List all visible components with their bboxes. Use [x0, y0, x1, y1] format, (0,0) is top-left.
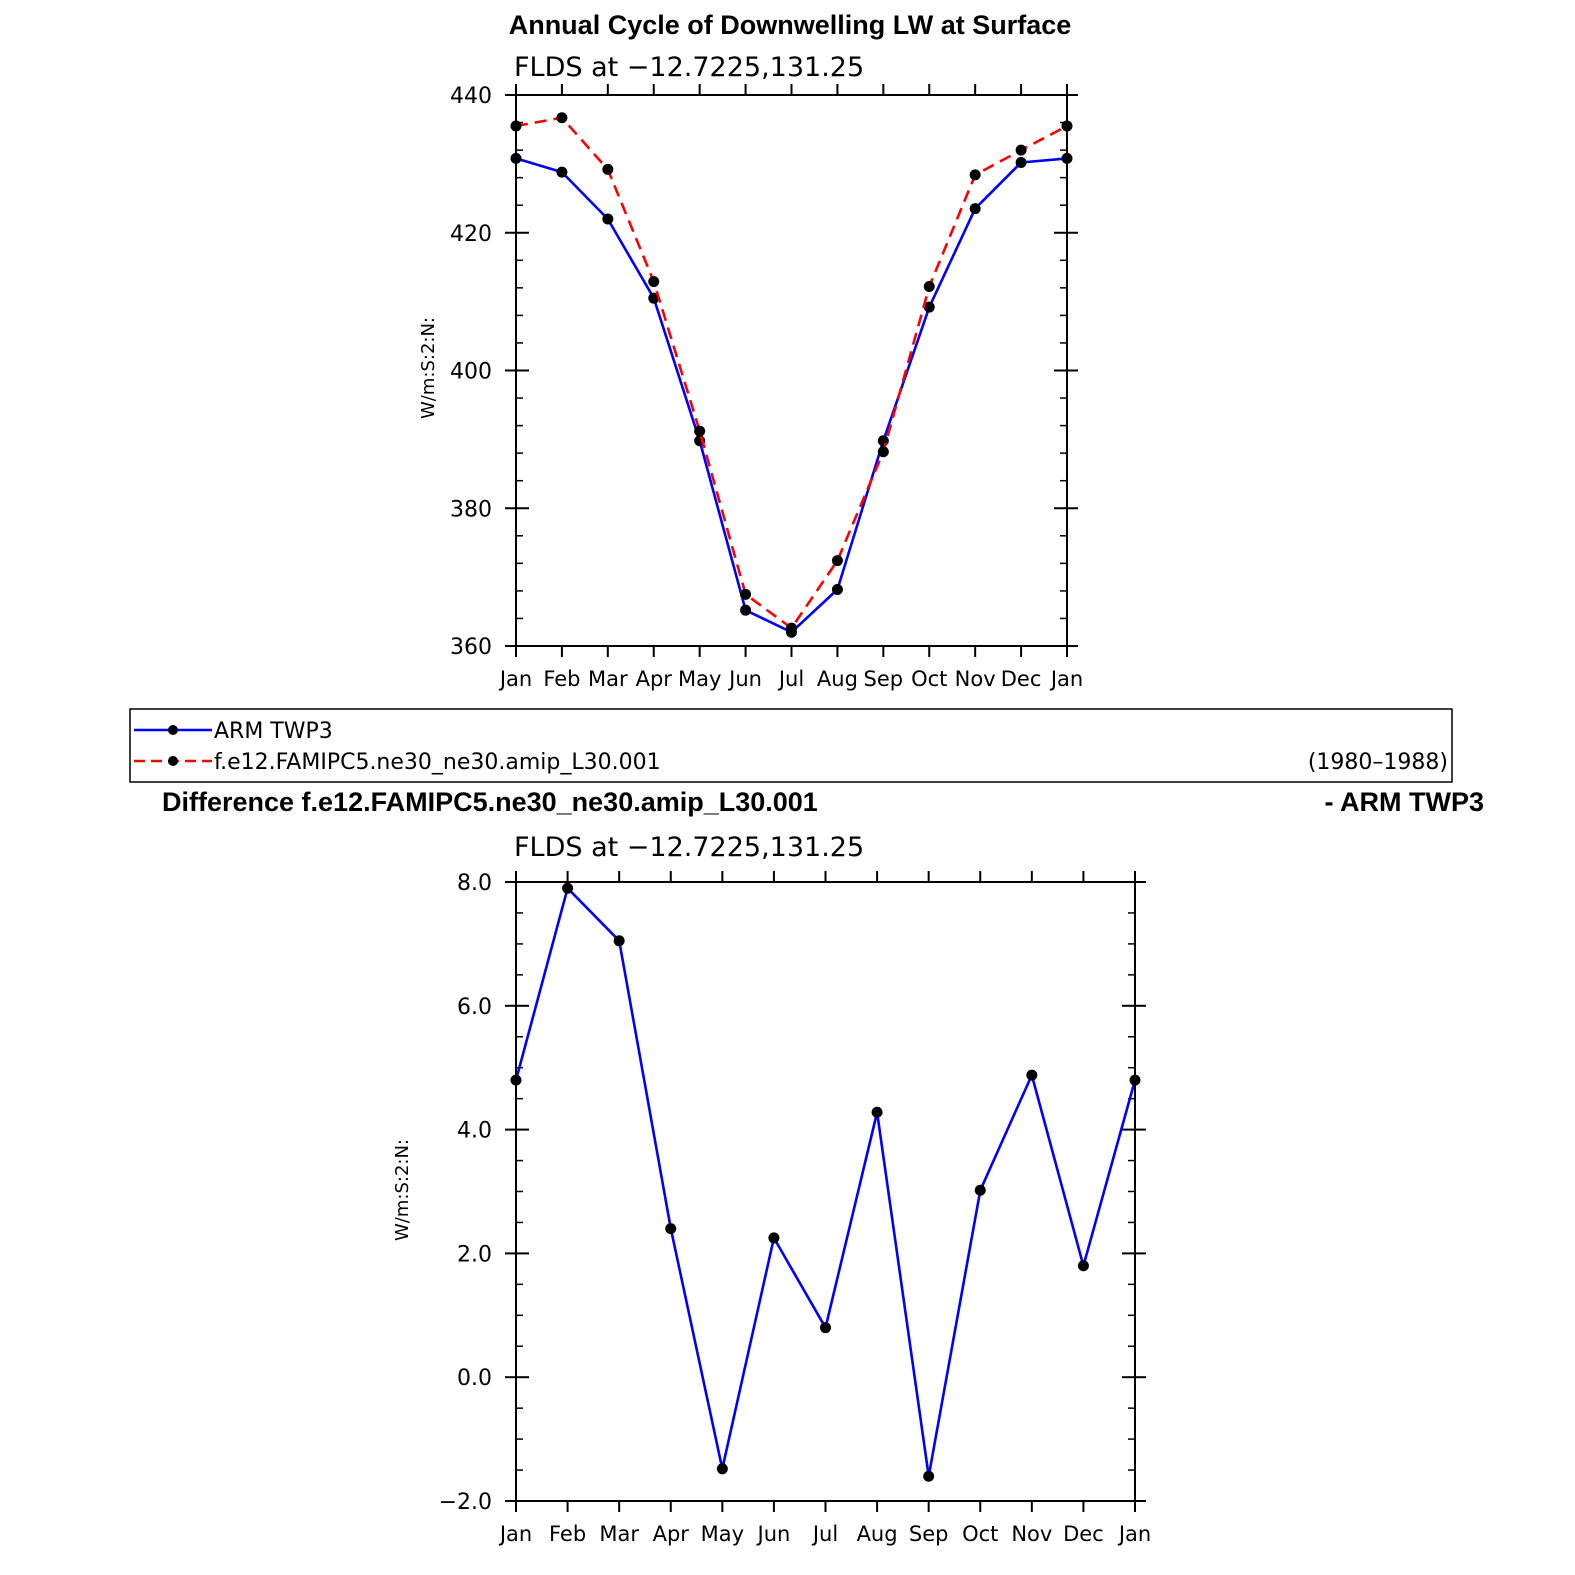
data-point [665, 1223, 677, 1235]
difference-panel: Difference f.e12.FAMIPC5.ne30_ne30.amip_… [162, 787, 1484, 1546]
series-lines [510, 882, 1141, 1482]
y-tick-label: 400 [450, 360, 492, 385]
x-tick-label: Oct [962, 1522, 998, 1546]
data-point [969, 203, 981, 215]
legend-marker-model [168, 756, 178, 766]
x-tick-label: Feb [543, 667, 580, 691]
data-point [831, 584, 843, 596]
x-tick-label: Jul [777, 667, 804, 691]
x-tick-label: Jan [1049, 667, 1083, 691]
legend-period: (1980–1988) [1308, 750, 1448, 775]
data-point [1015, 144, 1027, 156]
data-point [974, 1184, 986, 1196]
data-point [871, 1106, 883, 1118]
data-point [923, 1470, 935, 1482]
x-tick-label: Jun [756, 1522, 791, 1546]
data-point [820, 1322, 831, 1334]
data-point [768, 1232, 780, 1244]
y-tick-label: 440 [450, 84, 492, 109]
y-tick-label: 380 [450, 497, 492, 522]
data-point [648, 276, 660, 288]
data-point [740, 588, 752, 600]
data-point [740, 604, 752, 616]
data-point [556, 112, 568, 124]
x-tick-label: Feb [549, 1522, 586, 1546]
x-tick-label: Oct [911, 667, 947, 691]
data-point [613, 935, 625, 947]
x-tick-label: May [701, 1522, 744, 1546]
y-tick-labels: −2.0 0.0 2.0 4.0 6.0 8.0 [439, 871, 492, 1515]
tick-marks [505, 84, 1078, 657]
y-tick-label: 360 [450, 635, 492, 660]
data-point [877, 446, 889, 458]
x-tick-label: May [678, 667, 721, 691]
difference-title-suffix: - ARM TWP3 [1325, 787, 1484, 817]
chart-subtitle: FLDS at −12.7225,131.25 [514, 52, 864, 83]
plot-frame [515, 94, 1068, 647]
annual-cycle-panel: Annual Cycle of Downwelling LW at Surfac… [418, 10, 1083, 691]
data-point [562, 882, 574, 894]
y-tick-label: 420 [450, 222, 492, 247]
x-tick-label: Dec [1001, 667, 1042, 691]
data-point [923, 301, 935, 313]
data-point [556, 166, 568, 178]
x-tick-labels: Jan Feb Mar Apr May Jun Jul Aug Sep Oct Nov Dec Jan [498, 1522, 1151, 1546]
x-tick-label: Mar [588, 667, 628, 691]
data-point [694, 425, 706, 437]
data-point [602, 213, 614, 225]
legend-label-arm: ARM TWP3 [214, 719, 333, 744]
series-lines [510, 112, 1073, 638]
series-line-0 [514, 886, 1137, 1478]
x-tick-label: Jan [498, 667, 532, 691]
legend: ARM TWP3 f.e12.FAMIPC5.ne30_ne30.amip_L3… [129, 708, 1453, 783]
x-tick-label: Jan [498, 1522, 532, 1546]
series-line-1 [515, 116, 1068, 630]
x-tick-label: Aug [857, 1522, 898, 1546]
legend-box [129, 708, 1453, 783]
data-point [1026, 1069, 1038, 1081]
y-tick-label: 0.0 [457, 1366, 492, 1391]
x-tick-label: Sep [909, 1522, 949, 1546]
data-point [969, 169, 981, 181]
data-point [877, 435, 889, 447]
y-tick-label: 4.0 [457, 1119, 492, 1144]
difference-subtitle: FLDS at −12.7225,131.25 [514, 832, 864, 863]
x-tick-label: Jun [727, 667, 762, 691]
chart-title: Annual Cycle of Downwelling LW at Surfac… [509, 10, 1072, 40]
y-tick-label: 8.0 [457, 871, 492, 896]
x-tick-label: Dec [1063, 1522, 1104, 1546]
data-point [831, 555, 843, 567]
x-tick-label: Apr [653, 1522, 690, 1546]
y-tick-label: 2.0 [457, 1242, 492, 1267]
y-tick-labels: 360 380 400 420 440 [450, 84, 492, 660]
data-point [1077, 1260, 1089, 1272]
x-tick-label: Aug [817, 667, 858, 691]
difference-title: Difference f.e12.FAMIPC5.ne30_ne30.amip_… [162, 787, 818, 817]
x-tick-label: Nov [1011, 1522, 1052, 1546]
data-point [923, 280, 935, 292]
data-point [716, 1463, 728, 1475]
data-point [602, 163, 614, 175]
x-tick-label: Apr [636, 667, 673, 691]
y-tick-label: 6.0 [457, 995, 492, 1020]
x-tick-label: Jan [1117, 1522, 1151, 1546]
y-tick-label: −2.0 [439, 1490, 492, 1515]
data-point [1015, 156, 1027, 168]
legend-marker-arm [168, 725, 178, 735]
series-line-0 [515, 157, 1068, 634]
y-axis-label: W/m:S:2:N: [392, 1139, 413, 1241]
y-axis-label: W/m:S:2:N: [418, 317, 439, 419]
data-point [648, 292, 660, 304]
x-tick-label: Mar [599, 1522, 639, 1546]
tick-marks [505, 871, 1146, 1512]
x-tick-label: Nov [955, 667, 996, 691]
x-tick-label: Jul [811, 1522, 838, 1546]
x-tick-label: Sep [864, 667, 904, 691]
legend-label-model: f.e12.FAMIPC5.ne30_ne30.amip_L30.001 [214, 750, 661, 775]
plot-frame [515, 881, 1136, 1502]
x-tick-labels: Jan Feb Mar Apr May Jun Jul Aug Sep Oct Nov Dec Jan [498, 667, 1083, 691]
data-point [786, 622, 797, 634]
